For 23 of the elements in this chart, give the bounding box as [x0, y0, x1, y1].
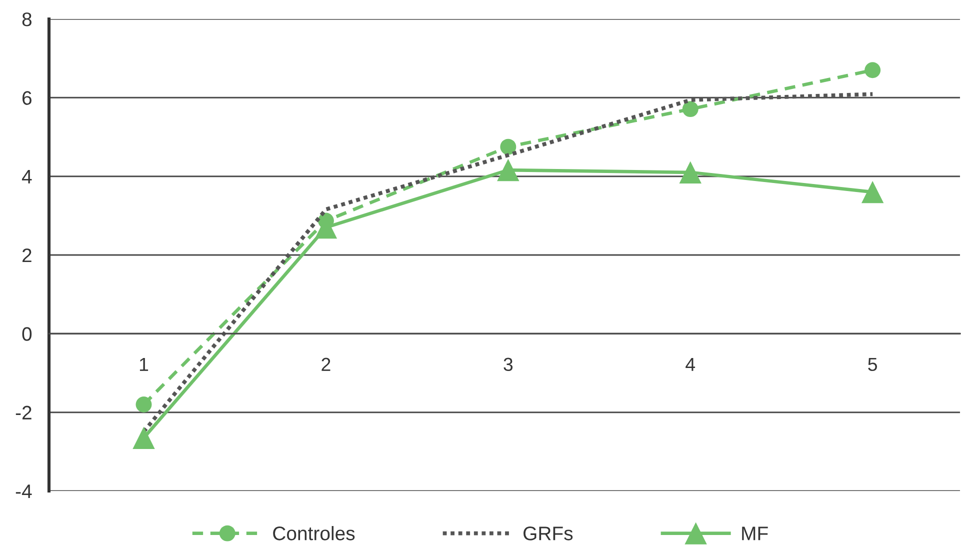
- point: [861, 180, 884, 204]
- y-tick-label: 4: [22, 170, 32, 184]
- point: [864, 62, 881, 78]
- point: [682, 101, 698, 118]
- legend-label: Controles: [273, 526, 355, 540]
- y-tick-label: -2: [16, 406, 32, 420]
- point: [500, 138, 516, 155]
- x-tick-label: 5: [868, 358, 878, 372]
- x-tick-label: 3: [504, 358, 513, 372]
- point: [679, 161, 702, 184]
- x-tick-label: 4: [686, 358, 696, 371]
- legend-label: MF: [742, 526, 768, 540]
- y-tick-label: 6: [22, 91, 32, 105]
- y-tick-label: 2: [22, 248, 32, 262]
- y-tick-label: -4: [16, 484, 32, 498]
- point: [136, 396, 152, 412]
- y-tick-label: 8: [22, 12, 32, 26]
- point: [132, 426, 155, 450]
- x-tick-label: 2: [322, 358, 330, 371]
- y-tick-label: 0: [22, 327, 32, 341]
- x-tick-label: 1: [140, 358, 148, 371]
- point: [497, 158, 520, 182]
- legend-label: GRFs: [524, 526, 573, 540]
